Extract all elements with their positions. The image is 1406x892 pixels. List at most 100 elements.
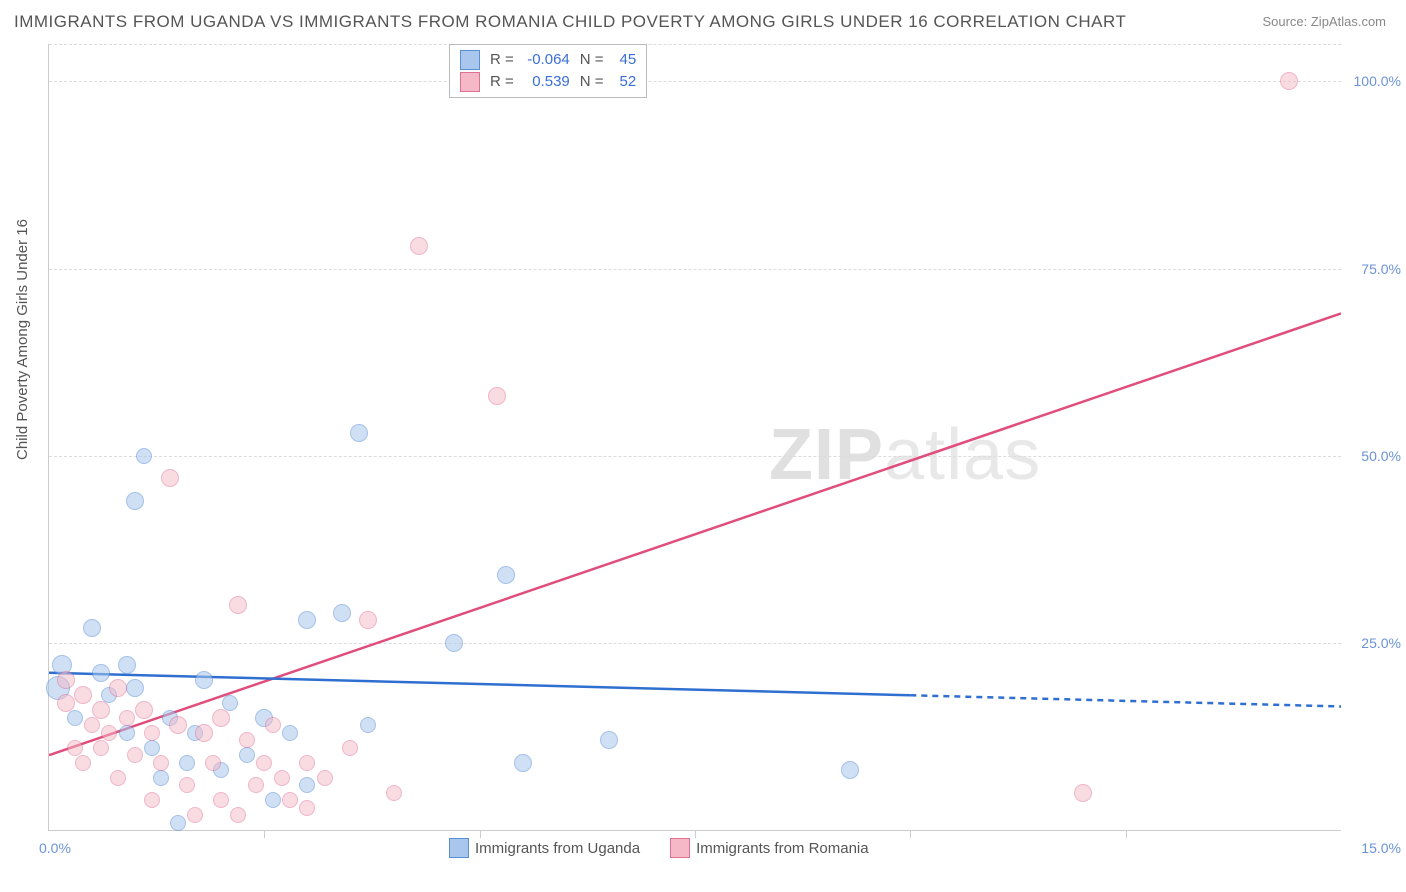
point-uganda	[118, 656, 136, 674]
point-uganda	[350, 424, 368, 442]
point-uganda	[265, 792, 281, 808]
point-uganda	[170, 815, 186, 831]
stats-legend-box: R = -0.064 N = 45 R = 0.539 N = 52	[449, 44, 647, 98]
point-uganda	[67, 710, 83, 726]
point-romania	[179, 777, 195, 793]
x-axis-max-label: 15.0%	[1346, 840, 1401, 856]
point-romania	[169, 716, 187, 734]
x-tick	[264, 830, 265, 838]
point-romania	[67, 740, 83, 756]
point-romania	[342, 740, 358, 756]
point-uganda	[126, 679, 144, 697]
point-romania	[1074, 784, 1092, 802]
swatch-uganda-bottom	[449, 838, 469, 858]
point-romania	[144, 792, 160, 808]
y-axis-label: Child Poverty Among Girls Under 16	[14, 219, 31, 460]
x-tick	[1126, 830, 1127, 838]
point-romania	[57, 694, 75, 712]
x-axis-min-label: 0.0%	[39, 840, 71, 856]
gridline	[49, 456, 1341, 457]
point-romania	[161, 469, 179, 487]
point-romania	[119, 710, 135, 726]
point-romania	[230, 807, 246, 823]
point-uganda	[144, 740, 160, 756]
point-romania	[127, 747, 143, 763]
point-uganda	[445, 634, 463, 652]
point-romania	[265, 717, 281, 733]
point-romania	[93, 740, 109, 756]
point-uganda	[298, 611, 316, 629]
point-uganda	[841, 761, 859, 779]
point-romania	[299, 800, 315, 816]
point-romania	[84, 717, 100, 733]
point-romania	[229, 596, 247, 614]
legend-item-romania: Immigrants from Romania	[670, 838, 869, 858]
point-romania	[187, 807, 203, 823]
point-uganda	[119, 725, 135, 741]
gridline	[49, 44, 1341, 45]
bottom-legend: Immigrants from Uganda Immigrants from R…	[449, 838, 869, 858]
point-romania	[213, 792, 229, 808]
point-uganda	[153, 770, 169, 786]
point-uganda	[126, 492, 144, 510]
x-tick	[480, 830, 481, 838]
stats-row-romania: R = 0.539 N = 52	[460, 71, 636, 93]
swatch-romania-bottom	[670, 838, 690, 858]
gridline	[49, 643, 1341, 644]
point-romania	[299, 755, 315, 771]
y-tick-label: 25.0%	[1346, 635, 1401, 651]
plot-area: ZIPatlas 25.0%50.0%75.0%100.0% 0.0% 15.0…	[48, 44, 1341, 831]
point-romania	[359, 611, 377, 629]
chart-title: IMMIGRANTS FROM UGANDA VS IMMIGRANTS FRO…	[14, 12, 1126, 32]
x-tick	[695, 830, 696, 838]
swatch-uganda	[460, 50, 480, 70]
trend-lines	[49, 44, 1341, 830]
x-tick	[910, 830, 911, 838]
point-uganda	[136, 448, 152, 464]
point-romania	[488, 387, 506, 405]
stats-row-uganda: R = -0.064 N = 45	[460, 49, 636, 71]
source-label: Source: ZipAtlas.com	[1262, 14, 1386, 29]
point-uganda	[299, 777, 315, 793]
y-tick-label: 100.0%	[1346, 73, 1401, 89]
point-romania	[212, 709, 230, 727]
point-romania	[57, 671, 75, 689]
point-uganda	[239, 747, 255, 763]
point-romania	[92, 701, 110, 719]
legend-item-uganda: Immigrants from Uganda	[449, 838, 640, 858]
point-romania	[205, 755, 221, 771]
point-romania	[153, 755, 169, 771]
point-romania	[101, 725, 117, 741]
point-uganda	[600, 731, 618, 749]
point-uganda	[333, 604, 351, 622]
point-romania	[410, 237, 428, 255]
swatch-romania	[460, 72, 480, 92]
point-uganda	[92, 664, 110, 682]
y-tick-label: 50.0%	[1346, 448, 1401, 464]
point-uganda	[83, 619, 101, 637]
point-uganda	[195, 671, 213, 689]
point-romania	[239, 732, 255, 748]
point-romania	[1280, 72, 1298, 90]
point-romania	[144, 725, 160, 741]
point-romania	[274, 770, 290, 786]
gridline	[49, 81, 1341, 82]
point-romania	[74, 686, 92, 704]
gridline	[49, 269, 1341, 270]
point-romania	[317, 770, 333, 786]
point-uganda	[497, 566, 515, 584]
point-romania	[256, 755, 272, 771]
point-uganda	[179, 755, 195, 771]
point-romania	[386, 785, 402, 801]
point-romania	[248, 777, 264, 793]
point-romania	[135, 701, 153, 719]
point-romania	[75, 755, 91, 771]
point-uganda	[282, 725, 298, 741]
y-tick-label: 75.0%	[1346, 261, 1401, 277]
point-romania	[282, 792, 298, 808]
point-uganda	[514, 754, 532, 772]
point-uganda	[360, 717, 376, 733]
point-romania	[195, 724, 213, 742]
point-romania	[109, 679, 127, 697]
point-romania	[110, 770, 126, 786]
